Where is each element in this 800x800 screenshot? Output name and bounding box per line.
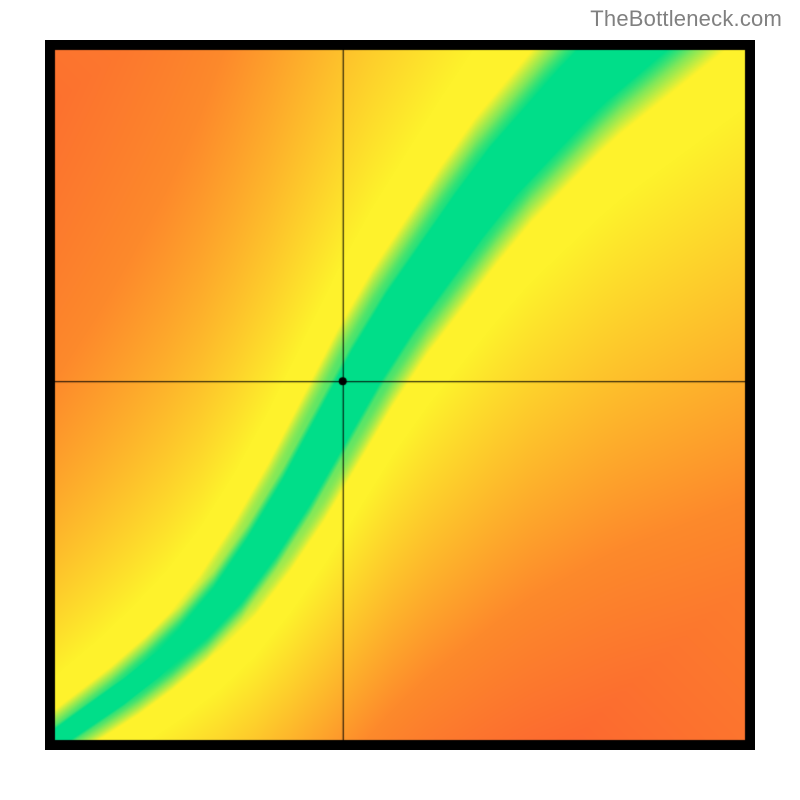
heatmap-canvas [45,40,755,750]
watermark-text: TheBottleneck.com [590,6,782,32]
heatmap-plot [45,40,755,750]
chart-container: TheBottleneck.com [0,0,800,800]
